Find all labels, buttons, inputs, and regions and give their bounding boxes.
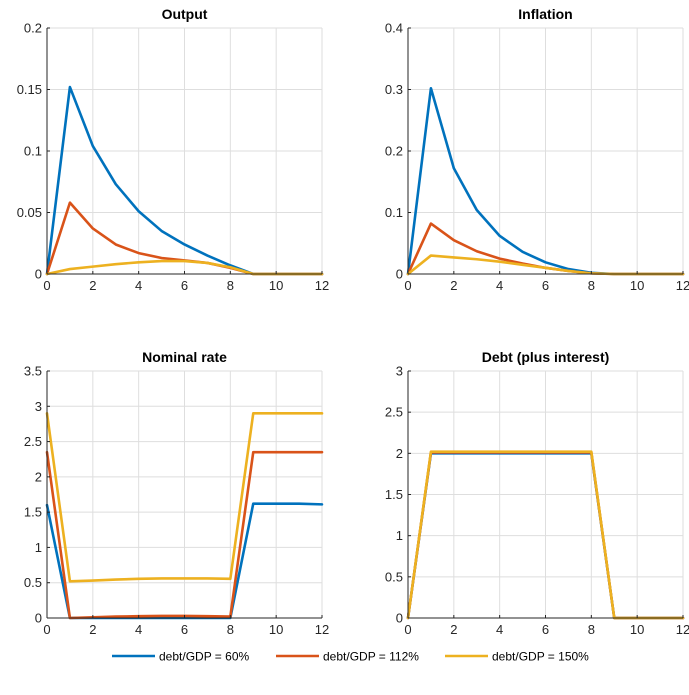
legend-item-2: debt/GDP = 112% [276, 650, 419, 664]
y-tick-label: 2 [396, 446, 403, 461]
x-tick-label: 8 [588, 278, 595, 293]
y-tick-label: 3 [35, 399, 42, 414]
x-tick-label: 4 [135, 622, 142, 637]
x-tick-label: 0 [43, 278, 50, 293]
y-tick-label: 0 [35, 267, 42, 282]
panel-1: 0 2 4 6 8 10 12 0 0.05 0.1 0.15 0.2 Output [17, 6, 330, 293]
y-tick-label: 0.5 [385, 569, 403, 584]
x-tick-label: 12 [676, 622, 689, 637]
x-tick-label: 0 [404, 622, 411, 637]
y-tick-label: 1.5 [385, 487, 403, 502]
panel-2: 0 2 4 6 8 10 12 0 0.1 0.2 0.3 0.4 Inflation [385, 6, 689, 293]
x-tick-label: 10 [269, 622, 283, 637]
y-tick-label: 0.3 [385, 82, 403, 97]
grid [47, 370, 323, 618]
x-tick-label: 4 [496, 278, 503, 293]
y-tick-label: 0 [396, 267, 403, 282]
x-tick-label: 0 [43, 622, 50, 637]
y-tick-label: 0.4 [385, 21, 403, 36]
series-line-3 [45, 412, 324, 583]
y-tick-label: 0 [35, 611, 42, 626]
legend-label: debt/GDP = 150% [492, 650, 589, 664]
y-tick-label: 3 [396, 364, 403, 379]
x-tick-label: 8 [588, 622, 595, 637]
x-tick-label: 10 [269, 278, 283, 293]
panel-3: 0 2 4 6 8 10 12 0 0.5 1 1.5 2 2.5 3 3.5 Nominal rate [24, 349, 329, 637]
x-tick-label: 12 [315, 622, 329, 637]
y-tick-label: 0.5 [24, 575, 42, 590]
x-tick-label: 4 [496, 622, 503, 637]
x-tick-label: 6 [542, 622, 549, 637]
x-tick-label: 8 [227, 278, 234, 293]
legend-label: debt/GDP = 112% [323, 650, 419, 664]
x-tick-label: 6 [181, 278, 188, 293]
legend-item-3: debt/GDP = 150% [445, 650, 589, 664]
y-tick-label: 1.5 [24, 505, 42, 520]
y-tick-label: 0.05 [17, 205, 42, 220]
legend: debt/GDP = 60% debt/GDP = 112% debt/GDP = … [112, 650, 589, 664]
x-tick-label: 0 [404, 278, 411, 293]
grid [408, 27, 684, 274]
y-tick-label: 2.5 [24, 434, 42, 449]
x-tick-label: 8 [227, 622, 234, 637]
y-tick-label: 0.15 [17, 82, 42, 97]
x-tick-label: 2 [450, 622, 457, 637]
x-tick-label: 12 [676, 278, 689, 293]
panel-4: 0 2 4 6 8 10 12 0 0.5 1 1.5 2 2.5 3 Debt (plus interes… [385, 349, 689, 637]
x-tick-label: 6 [542, 278, 549, 293]
y-tick-label: 2 [35, 469, 42, 484]
grid [47, 27, 323, 274]
legend-item-1: debt/GDP = 60% [112, 650, 250, 664]
y-tick-label: 0.1 [385, 205, 403, 220]
grid [408, 370, 684, 618]
y-tick-label: 1 [396, 528, 403, 543]
x-tick-label: 10 [630, 278, 644, 293]
y-tick-label: 0.2 [24, 21, 42, 36]
panel-title: Debt (plus interest) [482, 349, 610, 365]
panel-title: Nominal rate [142, 349, 227, 365]
x-tick-label: 4 [135, 278, 142, 293]
legend-label: debt/GDP = 60% [159, 650, 250, 664]
x-tick-label: 2 [89, 622, 96, 637]
x-tick-label: 2 [89, 278, 96, 293]
x-tick-label: 12 [315, 278, 329, 293]
y-tick-label: 0 [396, 611, 403, 626]
y-tick-label: 0.1 [24, 144, 42, 159]
x-tick-label: 2 [450, 278, 457, 293]
x-tick-label: 6 [181, 622, 188, 637]
y-tick-label: 0.2 [385, 144, 403, 159]
panel-title: Inflation [518, 6, 572, 22]
y-tick-label: 2.5 [385, 405, 403, 420]
y-tick-label: 3.5 [24, 364, 42, 379]
panel-title: Output [162, 6, 208, 22]
y-tick-label: 1 [35, 540, 42, 555]
x-tick-label: 10 [630, 622, 644, 637]
